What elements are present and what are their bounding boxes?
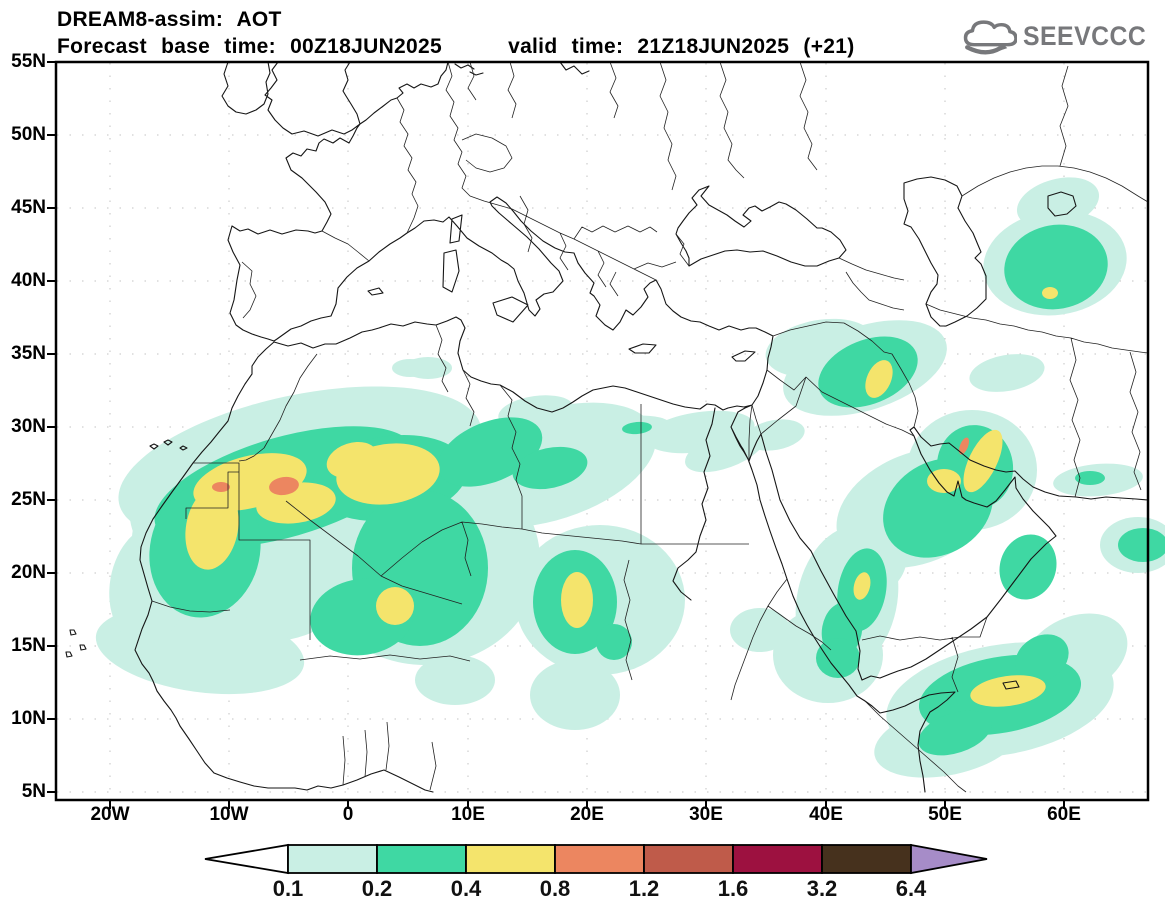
- y-tick-label: 40N: [11, 270, 46, 291]
- y-tick-label: 25N: [11, 489, 46, 510]
- seevccc-logo: SEEVCCC: [961, 16, 1157, 56]
- colorbar-cell: [287, 844, 378, 874]
- x-tick-label: 0: [342, 804, 354, 825]
- colorbar-tick-label: 0.4: [450, 876, 482, 901]
- colorbar-tick-label: 1.2: [628, 876, 660, 901]
- colorbar-cell: [465, 844, 556, 874]
- colorbar-tick-label: 0.1: [272, 876, 304, 901]
- map-frame: [54, 60, 1150, 802]
- x-tick-label: 20E: [570, 804, 604, 825]
- y-tick-label: 20N: [11, 562, 46, 583]
- x-tick-label: 50E: [928, 804, 962, 825]
- y-tick-label: 5N: [21, 781, 46, 802]
- y-tick-label: 15N: [11, 635, 46, 656]
- aot-fill-level-0.4: [185, 287, 1058, 707]
- axis-ticks: [47, 61, 1065, 809]
- colorbar-cell: [643, 844, 734, 874]
- x-tick-label: 30E: [689, 804, 723, 825]
- header-times: Forecast base time: 00Z18JUN2025 valid t…: [57, 35, 855, 59]
- colorbar-tick-label: 1.6: [717, 876, 749, 901]
- x-tick-label: 10E: [451, 804, 485, 825]
- colorbar-cell: [554, 844, 645, 874]
- colorbar-cell: [821, 844, 912, 874]
- logo-text: SEEVCCC: [1022, 20, 1147, 51]
- y-tick-label: 55N: [11, 51, 46, 72]
- y-tick-label: 35N: [11, 343, 46, 364]
- x-tick-label: 60E: [1047, 804, 1081, 825]
- x-tick-label: 20W: [90, 804, 130, 825]
- colorbar-cell: [732, 844, 823, 874]
- colorbar: [204, 843, 988, 875]
- y-tick-label: 10N: [11, 708, 46, 729]
- y-tick-label: 30N: [11, 416, 46, 437]
- valid-time: valid time: 21Z18JUN2025 (+21): [508, 35, 855, 58]
- y-tick-label: 45N: [11, 197, 46, 218]
- page-title: DREAM8-assim: AOT: [57, 8, 282, 31]
- y-tick-label: 50N: [11, 124, 46, 145]
- colorbar-cell: [376, 844, 467, 874]
- coastlines: [65, 61, 1149, 793]
- colorbar-tick-label: 6.4: [895, 876, 927, 901]
- x-tick-label: 10W: [209, 804, 249, 825]
- aot-fill-level-0.8: [212, 437, 970, 496]
- country-borders: [151, 61, 1149, 793]
- header: DREAM8-assim: AOT Forecast base time: 00…: [57, 8, 855, 59]
- forecast-base-time: Forecast base time: 00Z18JUN2025: [57, 35, 442, 58]
- colorbar-tick-label: 0.8: [539, 876, 571, 901]
- colorbar-tick-label: 0.2: [361, 876, 393, 901]
- colorbar-tick-label: 3.2: [806, 876, 838, 901]
- x-tick-label: 40E: [809, 804, 843, 825]
- cloud-arrow-icon: [963, 20, 1017, 55]
